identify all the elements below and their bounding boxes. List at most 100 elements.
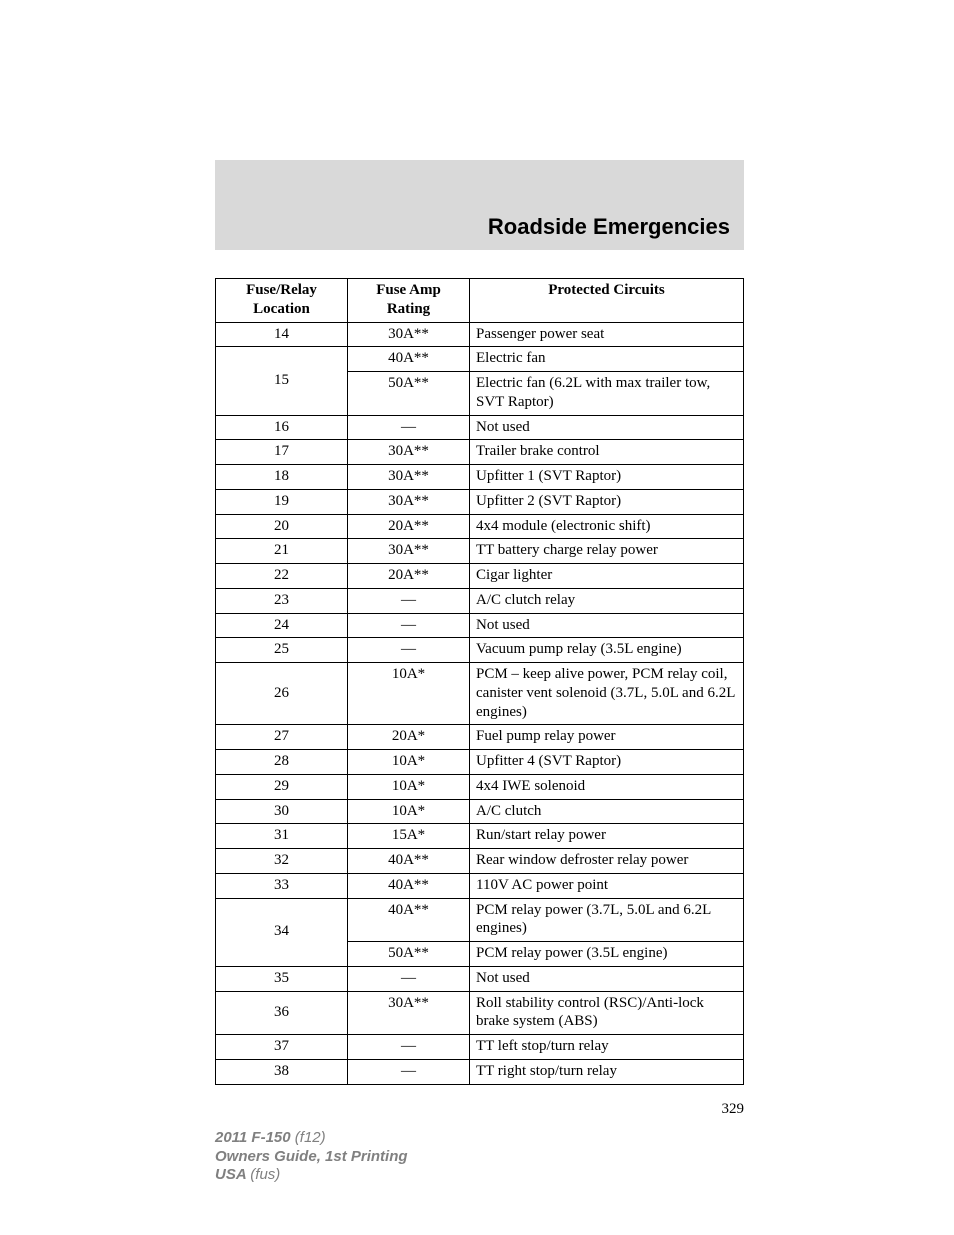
cell-amp: 10A* bbox=[348, 663, 470, 725]
cell-location: 38 bbox=[216, 1059, 348, 1084]
cell-location: 31 bbox=[216, 824, 348, 849]
table-row: 1730A**Trailer brake control bbox=[216, 440, 744, 465]
cell-location: 25 bbox=[216, 638, 348, 663]
cell-amp: 30A** bbox=[348, 465, 470, 490]
section-title: Roadside Emergencies bbox=[488, 214, 730, 240]
cell-description: Rear window defroster relay power bbox=[470, 849, 744, 874]
cell-location: 18 bbox=[216, 465, 348, 490]
table-row: 1830A**Upfitter 1 (SVT Raptor) bbox=[216, 465, 744, 490]
cell-location: 28 bbox=[216, 750, 348, 775]
table-row: 2810A*Upfitter 4 (SVT Raptor) bbox=[216, 750, 744, 775]
cell-description: Upfitter 4 (SVT Raptor) bbox=[470, 750, 744, 775]
cell-amp: 40A** bbox=[348, 347, 470, 372]
table-row: 2130A**TT battery charge relay power bbox=[216, 539, 744, 564]
table-row: 3630A**Roll stability control (RSC)/Anti… bbox=[216, 991, 744, 1035]
cell-location: 29 bbox=[216, 774, 348, 799]
cell-amp: — bbox=[348, 613, 470, 638]
cell-location: 33 bbox=[216, 873, 348, 898]
cell-location: 23 bbox=[216, 588, 348, 613]
cell-description: Cigar lighter bbox=[470, 564, 744, 589]
cell-description: Not used bbox=[470, 415, 744, 440]
cell-amp: 40A** bbox=[348, 849, 470, 874]
cell-amp: 20A** bbox=[348, 564, 470, 589]
table-row: 23—A/C clutch relay bbox=[216, 588, 744, 613]
footer-line-2: Owners Guide, 1st Printing bbox=[215, 1148, 408, 1167]
cell-amp: — bbox=[348, 966, 470, 991]
table-row: 3340A**110V AC power point bbox=[216, 873, 744, 898]
cell-amp: 10A* bbox=[348, 774, 470, 799]
cell-description: A/C clutch relay bbox=[470, 588, 744, 613]
cell-amp: — bbox=[348, 1059, 470, 1084]
cell-location: 14 bbox=[216, 322, 348, 347]
cell-description: Upfitter 1 (SVT Raptor) bbox=[470, 465, 744, 490]
footer-code-2: (fus) bbox=[250, 1166, 280, 1183]
cell-description: A/C clutch bbox=[470, 799, 744, 824]
cell-description: Electric fan bbox=[470, 347, 744, 372]
table-header-row: Fuse/RelayLocation Fuse AmpRating Protec… bbox=[216, 279, 744, 323]
footer-model-year: 2011 F-150 bbox=[215, 1129, 291, 1146]
cell-description: Electric fan (6.2L with max trailer tow,… bbox=[470, 372, 744, 416]
cell-location: 36 bbox=[216, 991, 348, 1035]
cell-location: 34 bbox=[216, 898, 348, 966]
cell-amp: 40A** bbox=[348, 873, 470, 898]
cell-amp: 30A** bbox=[348, 489, 470, 514]
table-row: 2610A*PCM – keep alive power, PCM relay … bbox=[216, 663, 744, 725]
cell-description: PCM relay power (3.7L, 5.0L and 6.2L eng… bbox=[470, 898, 744, 942]
table-head: Fuse/RelayLocation Fuse AmpRating Protec… bbox=[216, 279, 744, 323]
cell-description: Upfitter 2 (SVT Raptor) bbox=[470, 489, 744, 514]
cell-amp: — bbox=[348, 638, 470, 663]
footer-line-1: 2011 F-150 (f12) bbox=[215, 1129, 408, 1148]
cell-amp: 10A* bbox=[348, 750, 470, 775]
cell-location: 27 bbox=[216, 725, 348, 750]
table-row: 16—Not used bbox=[216, 415, 744, 440]
cell-amp: 50A** bbox=[348, 372, 470, 416]
cell-location: 21 bbox=[216, 539, 348, 564]
cell-description: 4x4 module (electronic shift) bbox=[470, 514, 744, 539]
table-row: 3440A**PCM relay power (3.7L, 5.0L and 6… bbox=[216, 898, 744, 942]
cell-description: PCM – keep alive power, PCM relay coil, … bbox=[470, 663, 744, 725]
table-row: 3115A*Run/start relay power bbox=[216, 824, 744, 849]
cell-amp: — bbox=[348, 415, 470, 440]
cell-location: 35 bbox=[216, 966, 348, 991]
table-row: 2220A**Cigar lighter bbox=[216, 564, 744, 589]
footer-line-3: USA (fus) bbox=[215, 1166, 408, 1185]
table-row: 2910A*4x4 IWE solenoid bbox=[216, 774, 744, 799]
cell-location: 22 bbox=[216, 564, 348, 589]
cell-location: 26 bbox=[216, 663, 348, 725]
table-row: 24—Not used bbox=[216, 613, 744, 638]
cell-location: 24 bbox=[216, 613, 348, 638]
cell-amp: 40A** bbox=[348, 898, 470, 942]
cell-description: TT right stop/turn relay bbox=[470, 1059, 744, 1084]
cell-description: Vacuum pump relay (3.5L engine) bbox=[470, 638, 744, 663]
cell-amp: 20A* bbox=[348, 725, 470, 750]
cell-description: TT battery charge relay power bbox=[470, 539, 744, 564]
cell-description: Not used bbox=[470, 613, 744, 638]
table-row: 1930A**Upfitter 2 (SVT Raptor) bbox=[216, 489, 744, 514]
table-row: 3010A*A/C clutch bbox=[216, 799, 744, 824]
cell-location: 30 bbox=[216, 799, 348, 824]
cell-amp: 30A** bbox=[348, 539, 470, 564]
cell-location: 37 bbox=[216, 1035, 348, 1060]
col-header-circuits: Protected Circuits bbox=[470, 279, 744, 323]
cell-location: 32 bbox=[216, 849, 348, 874]
col-header-location: Fuse/RelayLocation bbox=[216, 279, 348, 323]
cell-amp: 10A* bbox=[348, 799, 470, 824]
cell-description: Trailer brake control bbox=[470, 440, 744, 465]
cell-location: 20 bbox=[216, 514, 348, 539]
table-row: 37—TT left stop/turn relay bbox=[216, 1035, 744, 1060]
cell-amp: 30A** bbox=[348, 991, 470, 1035]
table-body: 1430A**Passenger power seat1540A**Electr… bbox=[216, 322, 744, 1084]
table-row: 2020A**4x4 module (electronic shift) bbox=[216, 514, 744, 539]
cell-amp: — bbox=[348, 1035, 470, 1060]
cell-amp: 30A** bbox=[348, 440, 470, 465]
cell-location: 17 bbox=[216, 440, 348, 465]
cell-location: 19 bbox=[216, 489, 348, 514]
col-header-amp: Fuse AmpRating bbox=[348, 279, 470, 323]
footer: 2011 F-150 (f12) Owners Guide, 1st Print… bbox=[215, 1129, 408, 1185]
table-row: 35—Not used bbox=[216, 966, 744, 991]
section-header-band: Roadside Emergencies bbox=[215, 160, 744, 250]
cell-amp: 50A** bbox=[348, 942, 470, 967]
cell-description: Fuel pump relay power bbox=[470, 725, 744, 750]
cell-description: PCM relay power (3.5L engine) bbox=[470, 942, 744, 967]
table-row: 1540A**Electric fan bbox=[216, 347, 744, 372]
